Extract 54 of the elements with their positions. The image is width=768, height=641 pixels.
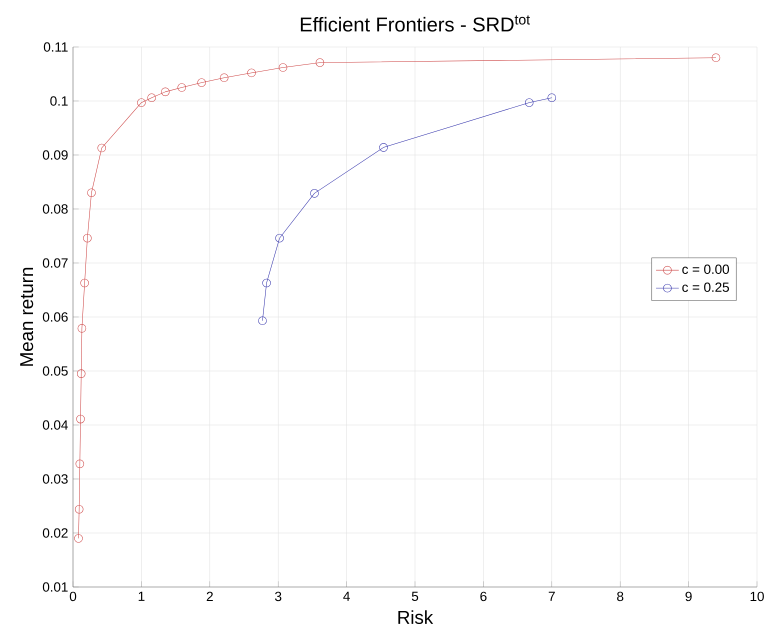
y-tick-label: 0.03 xyxy=(42,474,68,484)
point xyxy=(548,93,556,102)
point xyxy=(83,234,92,242)
x-tick-label: 1 xyxy=(138,592,144,601)
x-tick-label: 4 xyxy=(343,592,350,601)
point xyxy=(220,74,228,82)
x-tick-label: 5 xyxy=(412,592,418,601)
point xyxy=(712,54,720,62)
point xyxy=(278,63,288,72)
y-tick-label: 0.07 xyxy=(42,258,68,268)
x-tick-label: 6 xyxy=(480,592,487,602)
point xyxy=(76,369,86,378)
x-tick-label: 2 xyxy=(206,592,213,602)
y-tick-label: 0.09 xyxy=(42,150,68,160)
x-axis-title: Risk xyxy=(398,610,434,624)
point xyxy=(262,278,271,288)
point xyxy=(97,144,106,152)
legend-label: c = 0.25 xyxy=(682,282,729,292)
point xyxy=(147,93,156,102)
point xyxy=(76,460,84,468)
legend-label: c = 0.00 xyxy=(682,264,730,274)
point xyxy=(379,143,388,152)
point xyxy=(87,188,96,198)
point xyxy=(74,504,84,514)
x-tick-label: 8 xyxy=(617,592,624,602)
x-tick-label: 9 xyxy=(686,592,692,602)
point xyxy=(258,316,267,326)
y-tick-label: 0.11 xyxy=(44,42,68,52)
chart-title: Efficient Frontiers - SRD$^{tot}$ xyxy=(300,15,530,32)
y-tick-label: 0.08 xyxy=(42,204,68,214)
point xyxy=(161,88,170,96)
x-tick-label: 7 xyxy=(548,592,555,601)
y-axis-title: Mean return xyxy=(20,268,34,366)
y-tick-label: 0.05 xyxy=(42,366,68,376)
y-tick-label: 0.1 xyxy=(50,96,68,106)
point xyxy=(78,324,86,333)
point xyxy=(310,189,319,198)
point xyxy=(247,68,256,78)
point xyxy=(316,58,324,67)
y-tick-label: 0.02 xyxy=(42,528,68,538)
point xyxy=(76,414,85,424)
point xyxy=(74,534,83,543)
point xyxy=(137,98,146,107)
point xyxy=(275,234,284,242)
point xyxy=(197,78,206,87)
x-tick-label: 10 xyxy=(750,592,764,602)
y-tick-label: 0.01 xyxy=(42,582,68,592)
x-tick-label: 3 xyxy=(274,592,282,602)
point xyxy=(177,83,186,92)
x-tick-label: 0 xyxy=(70,592,76,602)
y-tick-label: 0.06 xyxy=(42,312,68,322)
point xyxy=(524,98,534,107)
y-tick-label: 0.04 xyxy=(42,420,68,430)
point xyxy=(80,278,89,288)
